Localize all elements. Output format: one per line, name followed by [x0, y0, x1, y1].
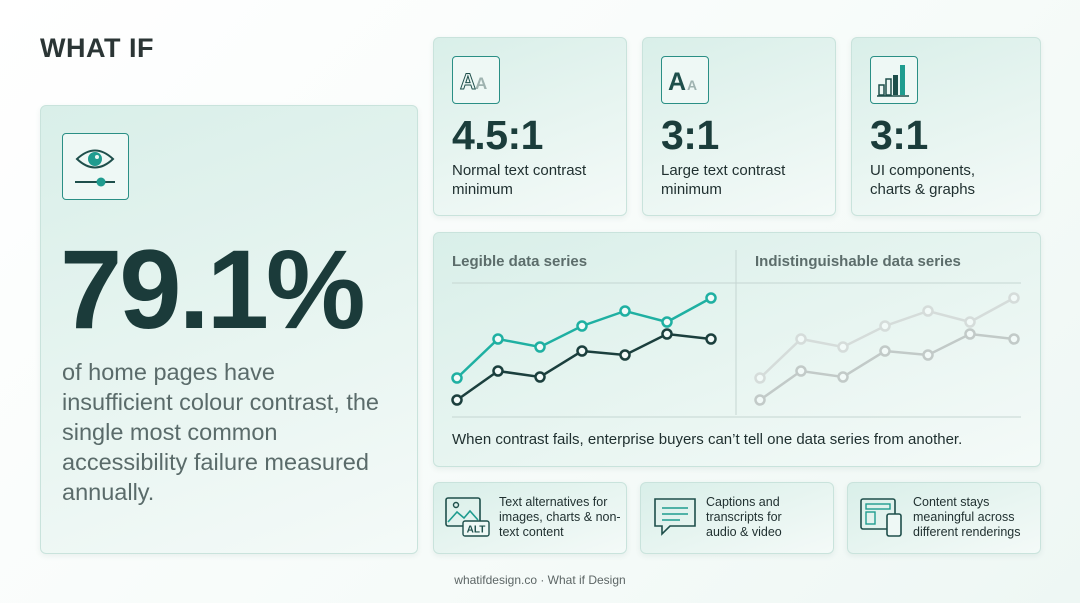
responsive-icon	[860, 498, 902, 537]
feature-text: Content stays meaningful across differen…	[913, 495, 1021, 539]
hero-description: of home pages have insufficient colour c…	[62, 359, 379, 505]
feature-card	[433, 482, 627, 554]
alt-icon-label: ALT	[467, 525, 486, 536]
feature-text: Captions and transcripts for audio & vid…	[706, 495, 782, 539]
illustrative-lines	[451, 250, 1021, 418]
chart-svg	[877, 65, 909, 97]
ratio: 3:1	[661, 112, 719, 158]
guideline-label: Large text contrast minimum	[661, 162, 786, 198]
eye-icon	[62, 133, 129, 200]
ratio: 3:1	[870, 112, 928, 158]
guideline-label: UI components, charts & graphs	[870, 162, 976, 198]
eye-svg	[75, 149, 115, 187]
feature-text: Text alternatives for images, charts & n…	[499, 495, 621, 539]
chart-icon	[870, 56, 918, 104]
logo: WHAT IF	[40, 33, 154, 63]
svg-text:A: A	[475, 74, 487, 93]
svg-text:A: A	[668, 68, 686, 96]
ratio: 4.5:1	[452, 112, 543, 158]
svg-text:A: A	[460, 69, 476, 94]
legible-title: Legible data series	[452, 253, 588, 270]
feature-card	[847, 482, 1041, 554]
feature-card	[640, 482, 834, 554]
footer: whatifdesign.co · What if Design	[454, 573, 626, 587]
indistinct-title: Indistinguishable data series	[755, 253, 961, 270]
caption-icon	[654, 498, 696, 536]
svg-text:A: A	[687, 77, 697, 93]
alt-icon: ALT	[445, 497, 490, 537]
hero-stat: 79.1%	[60, 227, 366, 352]
guideline-card	[851, 37, 1041, 216]
guideline-label: Normal text contrast minimum	[452, 162, 587, 198]
comparison-caption: When contrast fails, enterprise buyers c…	[452, 431, 963, 448]
